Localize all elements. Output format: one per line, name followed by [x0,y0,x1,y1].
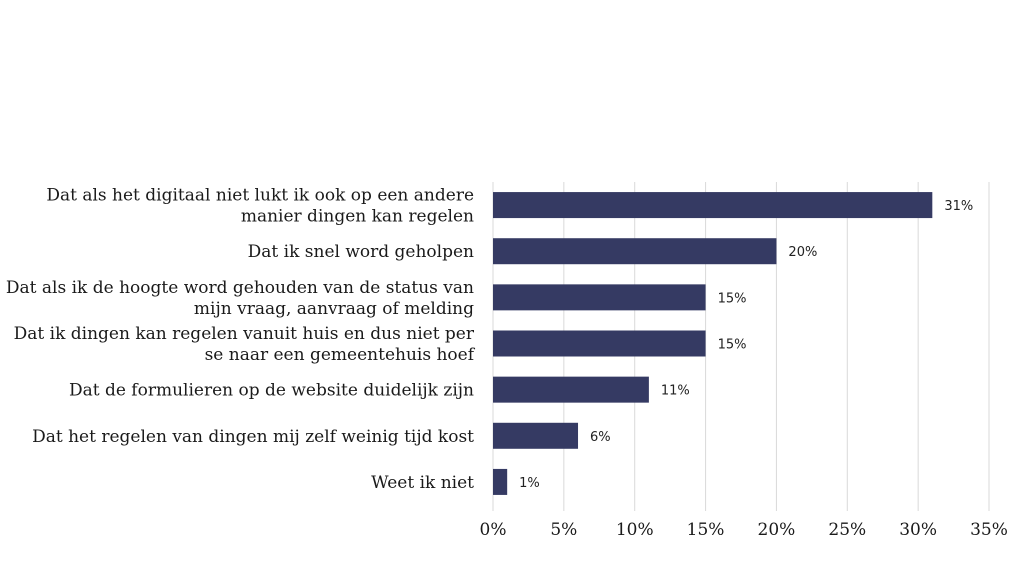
category-label: Weet ik niet [371,473,474,493]
data-label: 20% [788,245,817,260]
category-labels: Dat als het digitaal niet lukt ik ook op… [6,186,476,493]
bar [493,376,649,403]
category-label: Dat als ik de hoogte word gehouden van d… [6,278,474,298]
category-label: Dat als het digitaal niet lukt ik ook op… [46,186,474,206]
x-tick-label: 0% [480,520,507,540]
category-label: se naar een gemeentehuis hoef [205,345,476,365]
data-labels: 31% 20% 15% 15% 11% 6% 1% [519,199,973,491]
bar [493,192,933,219]
x-tick-label: 35% [970,520,1008,540]
x-tick-label: 5% [550,520,577,540]
bars [493,192,933,495]
category-label: mijn vraag, aanvraag of melding [194,299,474,319]
bar [493,330,706,357]
category-label: manier dingen kan regelen [241,207,474,227]
x-tick-label: 20% [758,520,796,540]
data-label: 15% [718,291,747,306]
data-label: 31% [944,199,973,214]
category-label: Dat ik snel word geholpen [248,242,474,262]
x-axis-tick-labels: 0% 5% 10% 15% 20% 25% 30% 35% [480,520,1008,540]
category-label: Dat ik dingen kan regelen vanuit huis en… [14,324,475,344]
data-label: 15% [718,338,747,353]
x-tick-label: 15% [687,520,725,540]
bar [493,284,706,311]
data-label: 11% [661,384,690,399]
category-label: Dat de formulieren op de website duideli… [69,381,474,401]
data-label: 1% [519,476,540,491]
x-tick-label: 25% [828,520,866,540]
bar [493,422,579,449]
bar [493,238,777,265]
x-tick-label: 10% [616,520,654,540]
category-label: Dat het regelen van dingen mij zelf wein… [32,427,474,447]
data-label: 6% [590,430,611,445]
x-tick-label: 30% [899,520,937,540]
bar [493,468,508,495]
